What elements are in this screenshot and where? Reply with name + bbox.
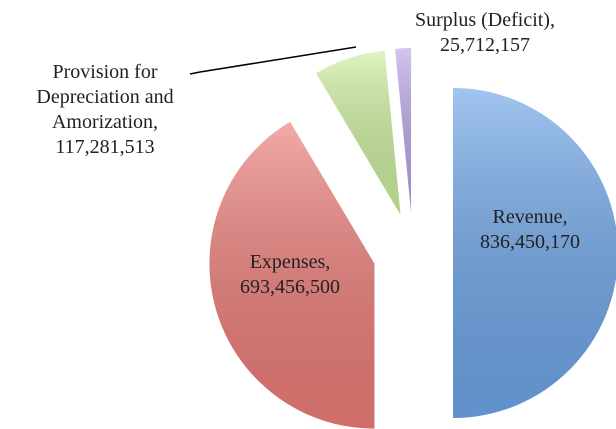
slice-label: Revenue,	[492, 206, 568, 228]
slice-shade	[395, 48, 412, 214]
slice-value-label: 117,281,513	[55, 136, 155, 158]
slice-label: Expenses,	[249, 251, 331, 273]
leader-line	[189, 46, 357, 75]
slice-shade	[453, 88, 616, 418]
slice-label: Surplus (Deficit),	[415, 9, 555, 31]
slice-label: Provision for Depreciation and Amorizati…	[36, 61, 174, 133]
slice-shade	[316, 50, 401, 215]
slice-value-label: 693,456,500	[240, 276, 340, 298]
slice-value-label: 25,712,157	[440, 34, 530, 56]
slice-value-label: 836,450,170	[480, 231, 580, 253]
slice-shade	[209, 121, 375, 429]
